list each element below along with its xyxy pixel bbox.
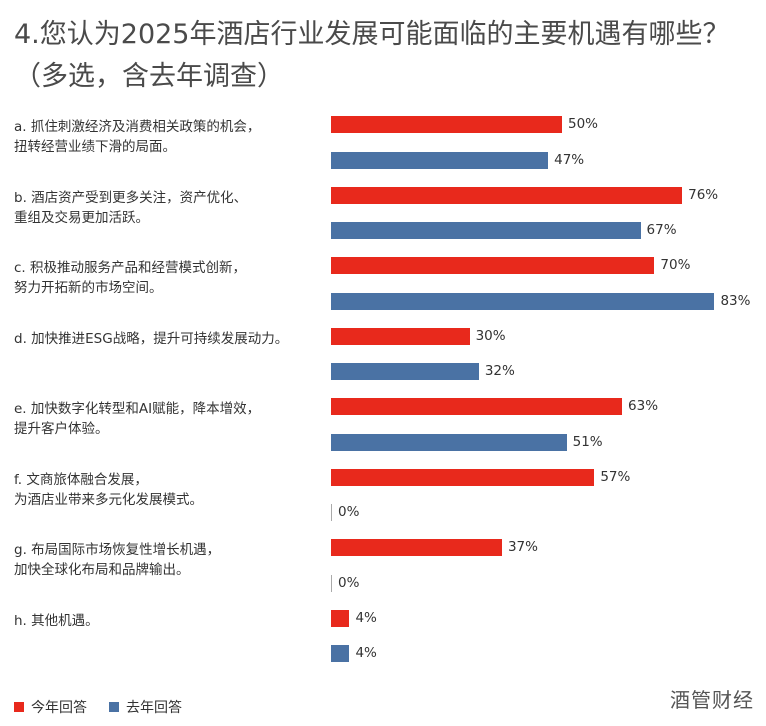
data-label: 37% — [507, 539, 538, 555]
bar-this-year — [331, 116, 562, 133]
bar-this-year — [331, 398, 623, 415]
bar-last-year — [331, 363, 479, 380]
legend-swatch-this-year — [14, 702, 24, 712]
category-label: d. 加快推进ESG战略，提升可持续发展动力。 — [14, 330, 289, 347]
bar-last-year — [331, 433, 567, 451]
bar-this-year — [331, 327, 470, 345]
bar-this-year — [331, 539, 502, 556]
category-label: h. 其他机遇。 — [14, 612, 99, 629]
data-label: 50% — [568, 116, 599, 132]
bar-this-year — [331, 468, 595, 486]
category-label: b. 酒店资产受到更多关注，资产优化、 重组及交易更加活跃。 — [14, 189, 248, 226]
bar-last-year — [331, 645, 350, 662]
category-label: c. 积极推动服务产品和经营模式创新， 努力开拓新的市场空间。 — [14, 260, 247, 296]
data-label: 30% — [475, 327, 506, 344]
data-label: 57% — [600, 468, 631, 485]
data-label: 51% — [572, 433, 603, 450]
data-label: 4% — [355, 609, 377, 626]
bar-last-year — [331, 151, 549, 169]
bar-last-year — [331, 222, 641, 239]
data-label: 76% — [688, 186, 719, 203]
legend-label-this-year: 今年回答 — [31, 700, 87, 716]
data-label: 4% — [355, 645, 377, 661]
legend-item-this-year: 今年回答 — [14, 697, 87, 717]
category-label: f. 文商旅体融合发展， 为酒店业带来多元化发展模式。 — [14, 471, 203, 508]
category-label: g. 布局国际市场恢复性增长机遇， 加快全球化布局和品牌输出。 — [14, 542, 221, 578]
chart-title: 4.您认为2025年酒店行业发展可能面临的主要机遇有哪些？（多选，含去年调查） — [14, 19, 730, 92]
data-label: 83% — [720, 292, 751, 309]
data-label: 0% — [338, 504, 360, 520]
category-label: a. 抓住刺激经济及消费相关政策的机会， 扭转经营业绩下滑的局面。 — [14, 119, 261, 155]
data-label: 63% — [628, 398, 659, 414]
bar-last-year — [331, 504, 332, 521]
data-label: 70% — [660, 257, 691, 273]
bar-this-year — [331, 257, 655, 274]
data-label: 32% — [484, 363, 515, 379]
data-label: 67% — [646, 222, 677, 238]
bar-last-year — [331, 292, 715, 310]
bar-this-year — [331, 609, 350, 627]
bar-last-year — [331, 574, 332, 592]
legend-item-last-year: 去年回答 — [109, 697, 182, 717]
data-label: 0% — [338, 574, 360, 591]
legend-label-last-year: 去年回答 — [126, 700, 182, 716]
bar-this-year — [331, 186, 683, 204]
watermark-logo: 酒管财经 — [670, 688, 754, 712]
legend-swatch-last-year — [109, 702, 119, 712]
data-label: 47% — [554, 151, 585, 168]
category-label: e. 加快数字化转型和AI赋能，降本增效， 提升客户体验。 — [14, 401, 261, 437]
legend: 今年回答 去年回答 — [14, 697, 204, 717]
